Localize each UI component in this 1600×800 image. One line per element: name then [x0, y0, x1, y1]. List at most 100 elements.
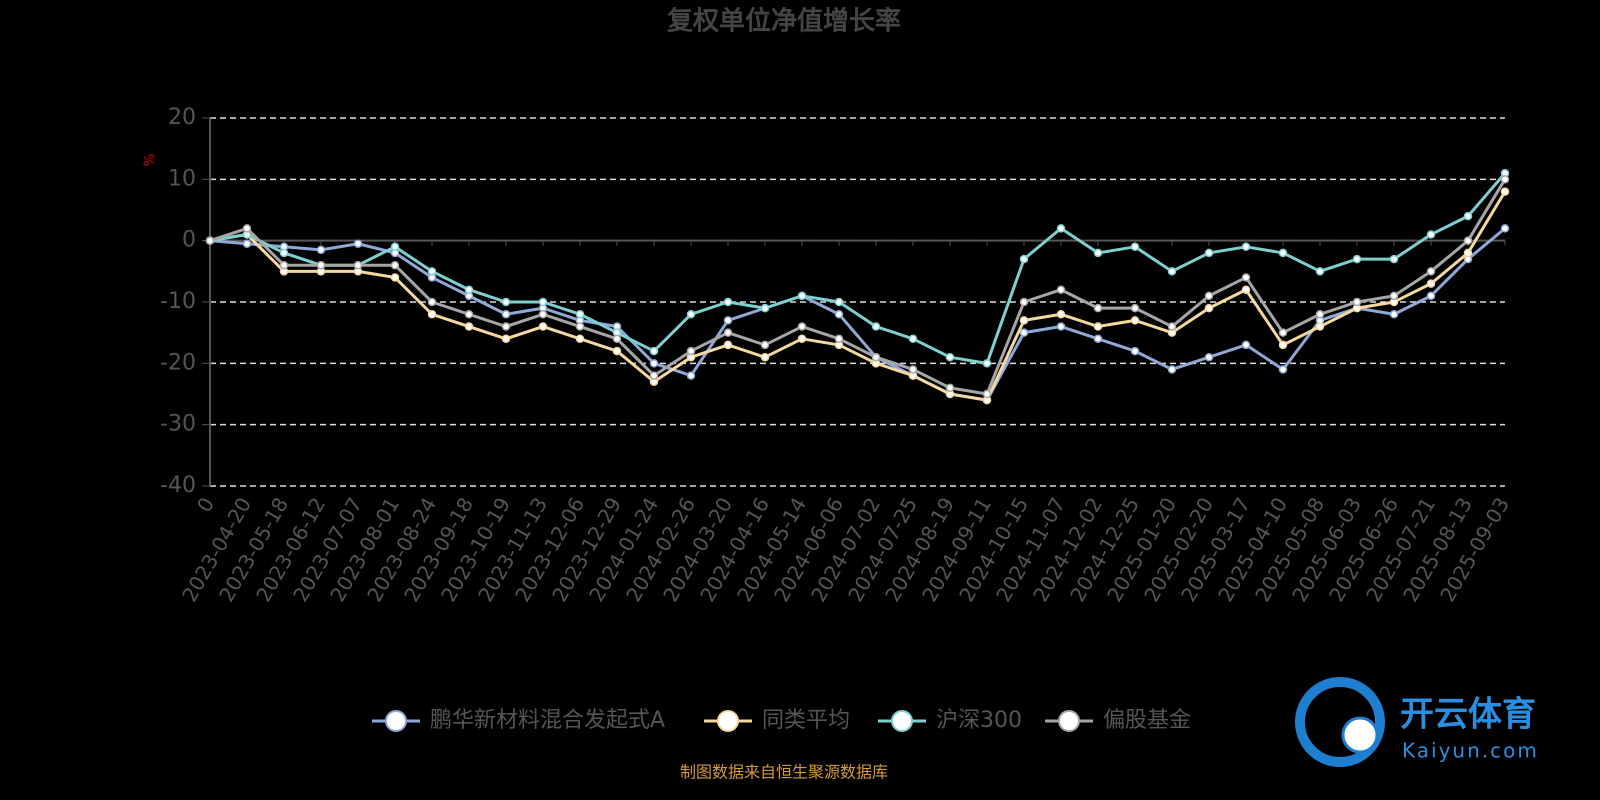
point	[538, 310, 548, 319]
y-axis-label: %	[142, 153, 158, 166]
point	[1278, 340, 1288, 350]
point	[464, 322, 474, 331]
point	[1056, 285, 1066, 294]
point	[612, 346, 622, 356]
source-note: 制图数据来自恒生聚源数据库	[680, 763, 888, 782]
point	[1463, 211, 1473, 221]
point	[575, 334, 585, 344]
point	[1463, 248, 1473, 258]
point	[427, 297, 437, 307]
point	[908, 334, 918, 344]
point	[1167, 267, 1177, 276]
y-tick-label: 0	[182, 228, 196, 253]
watermark-title: 开云体育	[1400, 695, 1536, 735]
point	[464, 310, 474, 319]
point	[1500, 187, 1510, 196]
point	[1056, 224, 1066, 233]
y-tick-label: -40	[160, 473, 196, 498]
point	[760, 303, 770, 313]
y-tick-label: -20	[160, 350, 196, 375]
legend-marker	[717, 710, 739, 732]
point	[1093, 303, 1103, 313]
point	[1241, 273, 1251, 282]
point	[723, 316, 733, 325]
point	[797, 322, 807, 331]
point	[316, 245, 326, 255]
point	[1093, 248, 1103, 258]
point	[390, 273, 400, 282]
series-line	[209, 172, 1507, 365]
point	[612, 334, 622, 344]
point	[279, 260, 289, 270]
point	[1130, 303, 1140, 313]
point	[871, 322, 881, 331]
point	[575, 310, 585, 319]
point	[760, 340, 770, 350]
legend-label: 偏股基金	[1103, 708, 1191, 733]
point	[686, 310, 696, 319]
legend-label: 同类平均	[762, 708, 850, 733]
point	[834, 334, 844, 344]
point	[982, 389, 992, 399]
point	[242, 239, 252, 248]
point	[1278, 248, 1288, 258]
y-tick-label: 20	[168, 105, 196, 130]
series-line	[209, 178, 1507, 396]
point	[390, 242, 400, 252]
point	[1315, 322, 1325, 331]
point	[501, 322, 511, 331]
point	[1500, 175, 1510, 184]
point	[316, 260, 326, 270]
point	[1426, 267, 1436, 276]
point	[1352, 297, 1362, 307]
point	[686, 371, 696, 380]
point	[575, 322, 585, 331]
point	[1315, 267, 1325, 276]
point	[982, 359, 992, 368]
point	[353, 260, 363, 270]
point	[1463, 236, 1473, 245]
point	[1241, 340, 1251, 350]
point	[1167, 322, 1177, 331]
point	[1426, 291, 1436, 301]
y-tick-label: 10	[168, 166, 196, 191]
point	[760, 352, 770, 362]
point	[1019, 316, 1029, 325]
point	[908, 365, 918, 374]
point	[1204, 291, 1214, 301]
point	[1389, 310, 1399, 319]
point	[834, 310, 844, 319]
point	[1019, 254, 1029, 264]
point	[1241, 285, 1251, 294]
legend-marker	[385, 710, 407, 732]
point	[464, 285, 474, 294]
point	[1130, 346, 1140, 356]
point	[723, 328, 733, 337]
point	[1204, 303, 1214, 313]
point	[1278, 365, 1288, 374]
point	[1389, 254, 1399, 264]
point	[649, 371, 659, 380]
legend-marker	[1058, 710, 1080, 732]
point	[649, 346, 659, 356]
point	[1278, 328, 1288, 337]
point	[1056, 322, 1066, 331]
point	[649, 359, 659, 368]
point	[242, 224, 252, 233]
point	[1352, 254, 1362, 264]
point	[1130, 242, 1140, 252]
point	[1241, 242, 1251, 252]
y-tick-label: -10	[160, 289, 196, 314]
chart-title: 复权单位净值增长率	[667, 6, 901, 37]
legend-label: 鹏华新材料混合发起式A	[430, 708, 665, 733]
point	[501, 310, 511, 319]
point	[1426, 279, 1436, 288]
series-line	[209, 190, 1507, 402]
point	[1426, 230, 1436, 239]
point	[1056, 310, 1066, 319]
point	[538, 322, 548, 331]
point	[501, 334, 511, 344]
point	[1389, 291, 1399, 301]
point	[1204, 352, 1214, 362]
